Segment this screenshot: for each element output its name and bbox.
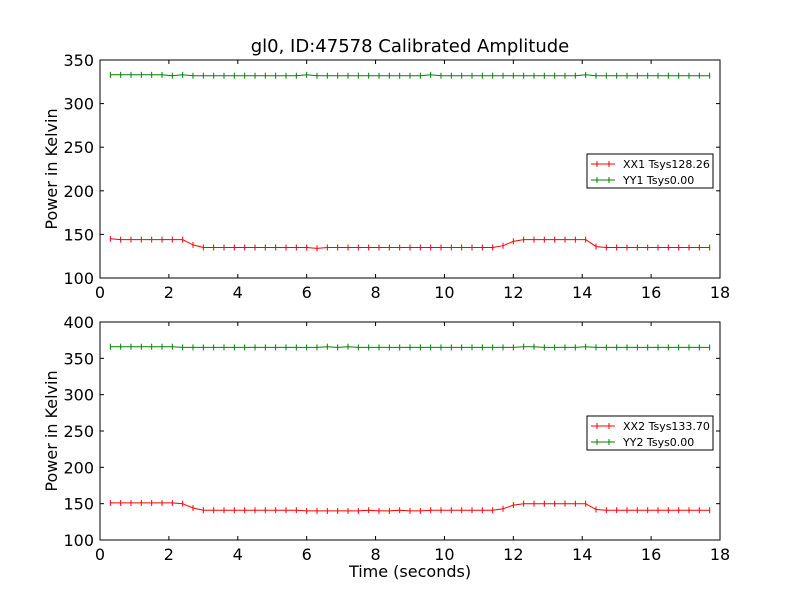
- y-tick-label: 300: [63, 95, 94, 114]
- y-tick-label: 150: [63, 495, 94, 514]
- x-axis-label: Time (seconds): [348, 562, 471, 581]
- x-tick-label: 10: [434, 283, 454, 302]
- x-tick-label: 18: [710, 545, 730, 564]
- x-tick-label: 4: [233, 283, 243, 302]
- x-tick-label: 16: [641, 545, 661, 564]
- x-tick-label: 16: [641, 283, 661, 302]
- x-tick-label: 4: [233, 545, 243, 564]
- legend: XX1 Tsys128.26 YY1 Tsys0.00: [586, 153, 714, 189]
- plot-bottom: 0 2 4 6 8 10 12 14 16 18 100 150 200 250 300 350 400 Powe…: [42, 313, 730, 581]
- legend-label: XX1 Tsys128.26: [623, 158, 710, 171]
- y-axis-label: Power in Kelvin: [42, 108, 61, 229]
- x-tick-label: 0: [95, 283, 105, 302]
- y-tick-label: 250: [63, 422, 94, 441]
- y-tick-label: 350: [63, 349, 94, 368]
- y-tick-label: 200: [63, 458, 94, 477]
- x-tick-label: 8: [370, 283, 380, 302]
- y-tick-label: 150: [63, 225, 94, 244]
- y-tick-label: 350: [63, 51, 94, 70]
- x-tick-label: 2: [164, 545, 174, 564]
- y-tick-label: 200: [63, 182, 94, 201]
- y-tick-label: 250: [63, 138, 94, 157]
- x-tick-label: 2: [164, 283, 174, 302]
- x-tick-label: 6: [302, 283, 312, 302]
- legend-label: YY1 Tsys0.00: [622, 174, 694, 187]
- y-tick-label: 100: [63, 531, 94, 550]
- x-tick-label: 0: [95, 545, 105, 564]
- x-tick-label: 10: [434, 545, 454, 564]
- legend-label: XX2 Tsys133.70: [623, 420, 710, 433]
- x-tick-label: 8: [370, 545, 380, 564]
- legend-label: YY2 Tsys0.00: [622, 436, 694, 449]
- plot-top: 0 2 4 6 8 10 12 14 16 18 100 150 200 250 300 350 Power i…: [42, 51, 730, 302]
- y-axis-label: Power in Kelvin: [42, 370, 61, 491]
- y-tick-label: 100: [63, 269, 94, 288]
- chart-title: gl0, ID:47578 Calibrated Amplitude: [251, 36, 570, 57]
- y-tick-label: 400: [63, 313, 94, 332]
- x-tick-label: 18: [710, 283, 730, 302]
- x-tick-label: 12: [503, 283, 523, 302]
- x-tick-label: 14: [572, 283, 592, 302]
- axes-frame: [99, 59, 721, 279]
- legend: XX2 Tsys133.70 YY2 Tsys0.00: [586, 415, 714, 451]
- legend-box: [586, 153, 714, 189]
- x-tick-label: 14: [572, 545, 592, 564]
- x-tick-label: 6: [302, 545, 312, 564]
- x-tick-label: 12: [503, 545, 523, 564]
- y-tick-label: 300: [63, 386, 94, 405]
- legend-box: [586, 415, 714, 451]
